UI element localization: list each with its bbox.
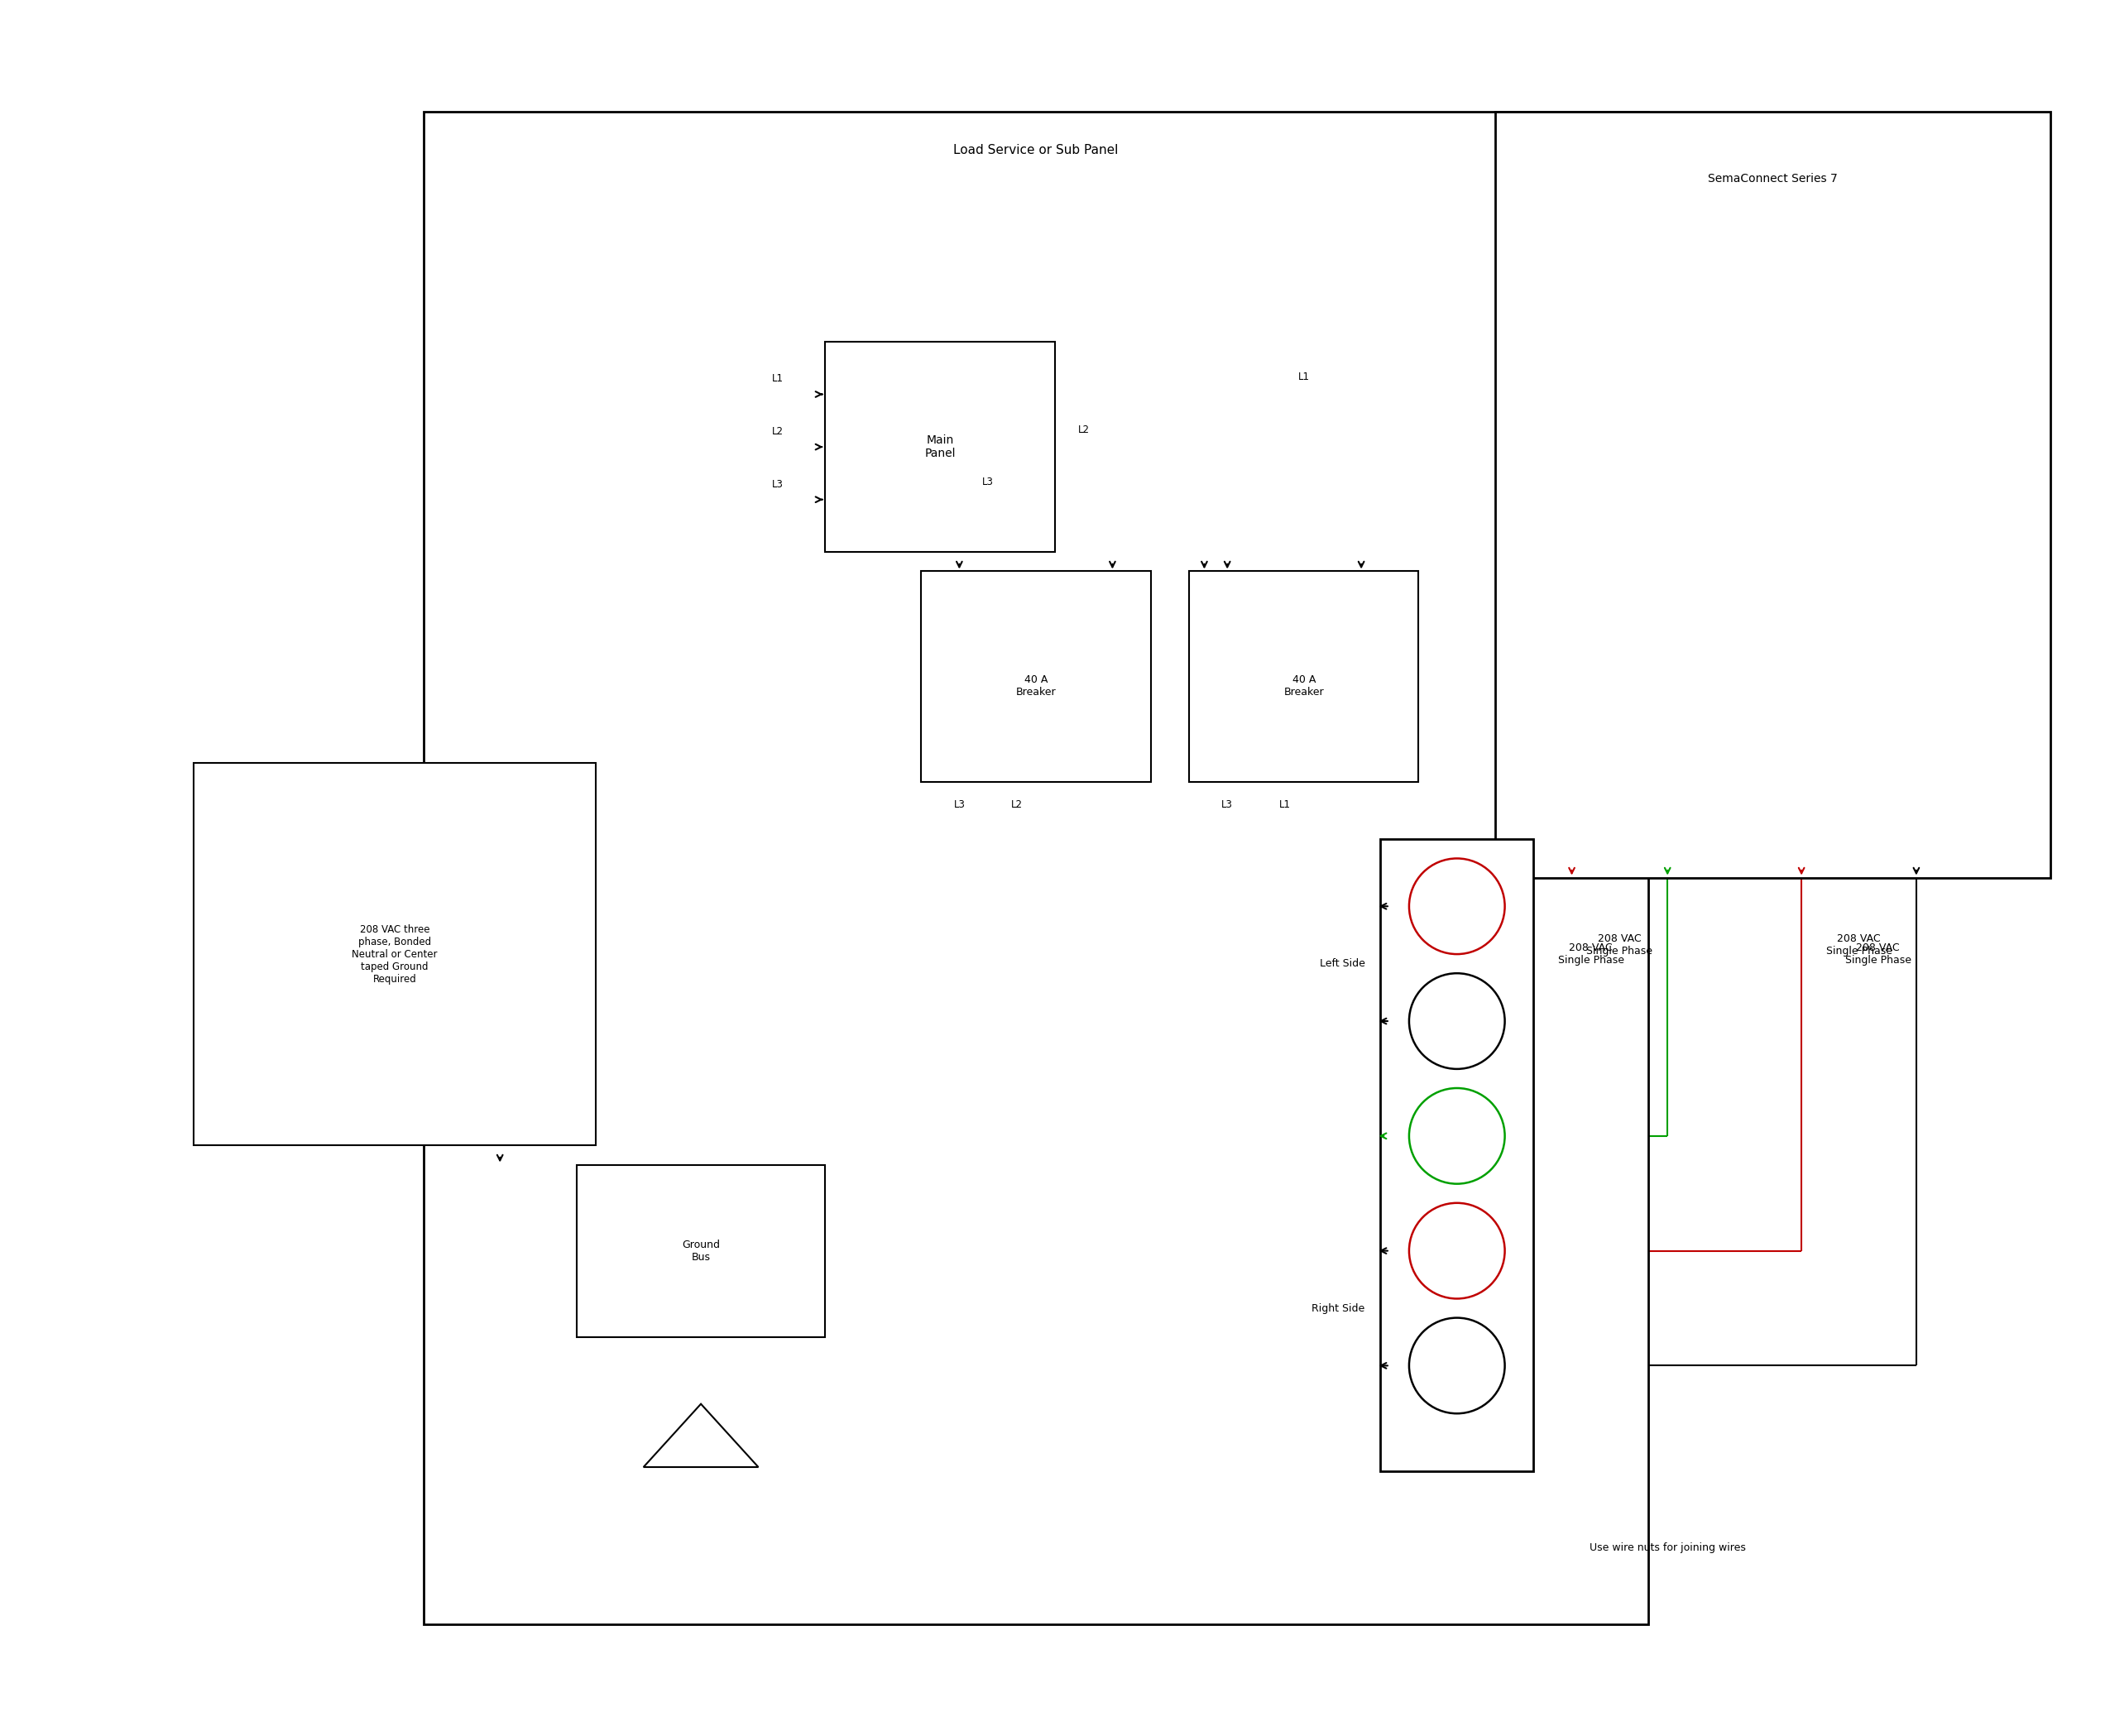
Text: 40 A
Breaker: 40 A Breaker [1015, 675, 1055, 698]
Circle shape [1409, 858, 1504, 955]
Text: L2: L2 [1078, 424, 1089, 436]
Bar [194, 762, 595, 1146]
Text: 208 VAC three
phase, Bonded
Neutral or Center
taped Ground
Required: 208 VAC three phase, Bonded Neutral or C… [352, 924, 437, 984]
Text: Right Side: Right Side [1312, 1302, 1365, 1314]
Text: Load Service or Sub Panel: Load Service or Sub Panel [954, 144, 1118, 156]
Bar [424, 111, 1648, 1625]
Circle shape [1409, 1203, 1504, 1299]
Text: 208 VAC
Single Phase: 208 VAC Single Phase [1844, 943, 1912, 965]
Text: 208 VAC
Single Phase: 208 VAC Single Phase [1825, 932, 1893, 957]
Text: 40 A
Breaker: 40 A Breaker [1283, 675, 1323, 698]
Text: 208 VAC
Single Phase: 208 VAC Single Phase [1587, 932, 1652, 957]
Bar [922, 571, 1150, 781]
Circle shape [1409, 1088, 1504, 1184]
Text: L1: L1 [1298, 372, 1310, 382]
Bar [1380, 838, 1534, 1470]
Bar [825, 342, 1055, 552]
Text: L3: L3 [954, 800, 964, 811]
Text: 208 VAC
Single Phase: 208 VAC Single Phase [1557, 943, 1625, 965]
Bar [576, 1165, 825, 1337]
Bar [1496, 111, 2051, 878]
Text: L3: L3 [1222, 800, 1232, 811]
Text: L2: L2 [772, 427, 783, 437]
Text: SemaConnect Series 7: SemaConnect Series 7 [1707, 174, 1838, 184]
Text: L3: L3 [983, 477, 994, 488]
Text: L1: L1 [772, 373, 783, 384]
Text: Main
Panel: Main Panel [924, 434, 956, 460]
Circle shape [1409, 974, 1504, 1069]
Circle shape [1409, 1318, 1504, 1413]
Bar [1188, 571, 1418, 781]
Text: Use wire nuts for joining wires: Use wire nuts for joining wires [1589, 1542, 1745, 1554]
Text: L2: L2 [1011, 800, 1023, 811]
Text: L1: L1 [1279, 800, 1291, 811]
Text: Ground
Bus: Ground Bus [682, 1240, 720, 1262]
Text: L3: L3 [772, 479, 783, 490]
Text: Left Side: Left Side [1319, 958, 1365, 969]
